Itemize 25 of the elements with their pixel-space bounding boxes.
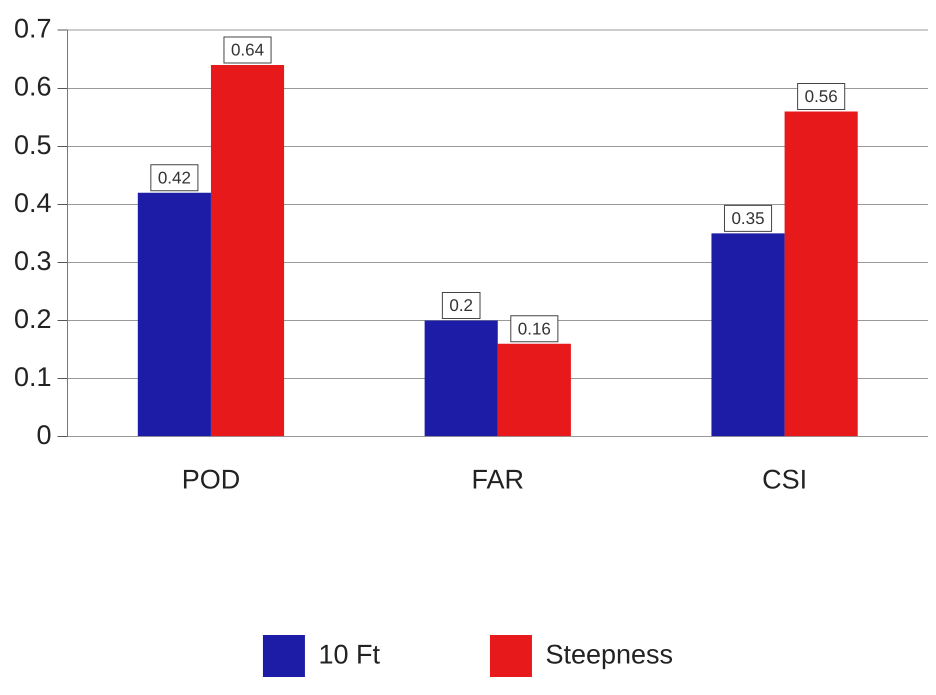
y-tick-label: 0.4 bbox=[14, 188, 52, 218]
data-label: 0.42 bbox=[158, 168, 191, 188]
y-tick-label: 0.3 bbox=[14, 246, 52, 276]
y-tick-label: 0 bbox=[36, 420, 52, 450]
y-tick-label: 0.7 bbox=[14, 14, 52, 44]
data-label: 0.64 bbox=[230, 40, 264, 60]
bar bbox=[138, 192, 211, 436]
legend-label: Steepness bbox=[545, 639, 674, 670]
legend-label: 10 Ft bbox=[318, 639, 380, 670]
data-label: 0.56 bbox=[804, 87, 838, 106]
y-tick-label: 0.6 bbox=[14, 72, 52, 102]
y-tick-label: 0.5 bbox=[14, 130, 52, 160]
y-tick-label: 0.1 bbox=[14, 362, 52, 392]
data-label: 0.16 bbox=[518, 319, 551, 338]
y-tick-label: 0.2 bbox=[14, 304, 52, 334]
x-tick-label: CSI bbox=[762, 464, 808, 494]
x-tick-label: POD bbox=[182, 464, 240, 494]
bar bbox=[711, 233, 785, 436]
bar bbox=[210, 65, 284, 436]
bar bbox=[784, 111, 858, 436]
x-tick-label: FAR bbox=[472, 464, 524, 494]
bar bbox=[424, 320, 498, 436]
bar bbox=[498, 344, 571, 436]
data-label: 0.2 bbox=[449, 296, 474, 316]
data-label: 0.35 bbox=[731, 209, 765, 228]
